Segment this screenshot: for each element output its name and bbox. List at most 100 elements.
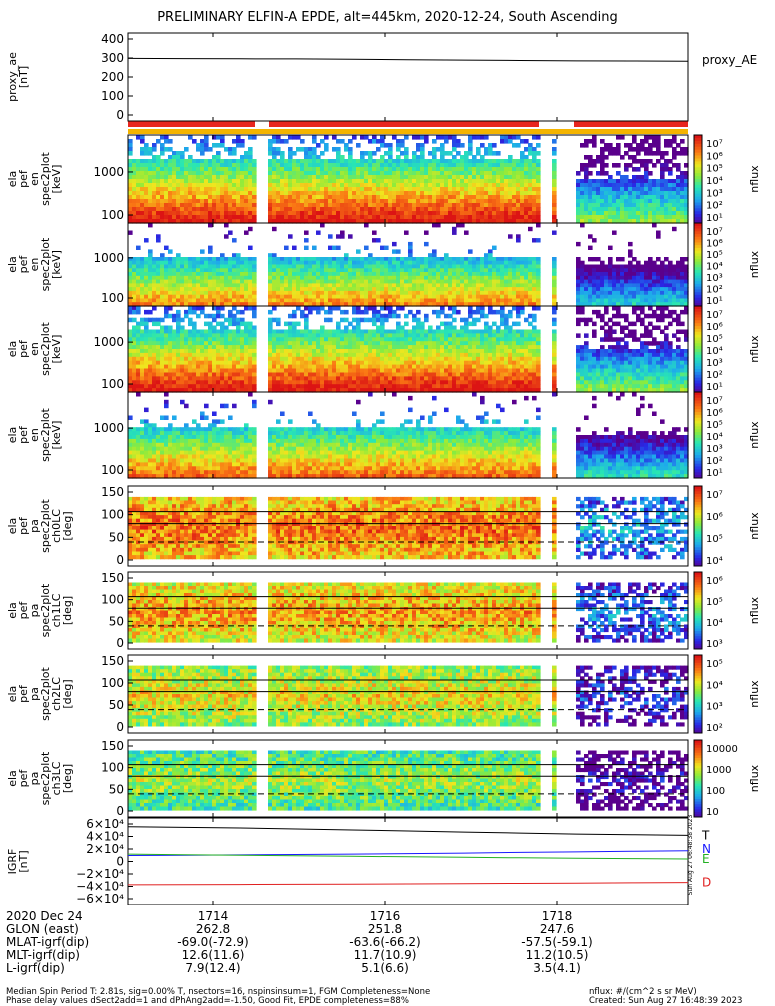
heatmap-cell [300, 372, 305, 377]
heatmap-cell [188, 195, 193, 200]
heatmap-cell [352, 298, 357, 303]
heatmap-cell [268, 207, 273, 212]
heatmap-cell [284, 183, 289, 188]
heatmap-cell [252, 283, 257, 288]
heatmap-cell [516, 211, 521, 216]
heatmap-cell [496, 260, 501, 266]
heatmap-cell [136, 360, 141, 366]
heatmap-cell [324, 345, 329, 350]
heatmap-cell [620, 135, 625, 140]
heatmap-cell [196, 368, 201, 373]
heatmap-cell [144, 167, 149, 172]
heatmap-cell [668, 215, 673, 220]
heatmap-cell [392, 302, 397, 307]
heatmap-cell [324, 283, 329, 288]
heatmap-cell [128, 207, 133, 212]
heatmap-cell [304, 341, 309, 346]
heatmap-cell [552, 203, 557, 208]
heatmap-cell [476, 215, 481, 220]
heatmap-cell [608, 294, 613, 300]
heatmap-cell [168, 195, 173, 200]
heatmap-cell [656, 302, 661, 307]
heatmap-cell [552, 163, 557, 168]
heatmap-cell [588, 155, 593, 160]
heatmap-cell [184, 211, 189, 216]
heatmap-cell [228, 147, 233, 152]
heatmap-cell [364, 264, 369, 269]
heatmap-cell [404, 155, 409, 160]
heatmap-cell [440, 203, 445, 208]
heatmap-cell [428, 287, 433, 292]
heatmap-cell [164, 384, 169, 389]
heatmap-cell [276, 380, 281, 385]
heatmap-cell [136, 175, 141, 180]
heatmap-cell [300, 349, 305, 354]
heatmap-cell [644, 283, 649, 288]
heatmap-cell [316, 309, 321, 315]
heatmap-cell [628, 211, 633, 216]
heatmap-cell [188, 356, 193, 362]
heatmap-cell [196, 175, 201, 180]
heatmap-cell [288, 195, 293, 200]
heatmap-cell [432, 283, 437, 288]
heatmap-cell [276, 179, 281, 184]
heatmap-cell [148, 283, 153, 288]
heatmap-cell [380, 257, 385, 262]
heatmap-cell [456, 257, 461, 262]
heatmap-cell [188, 283, 193, 288]
heatmap-cell [344, 211, 349, 216]
heatmap-cell [248, 191, 253, 196]
heatmap-cell [388, 283, 393, 288]
heatmap-cell [180, 294, 185, 300]
heatmap-cell [444, 302, 449, 307]
heatmap-cell [484, 167, 489, 172]
heatmap-cell [484, 187, 489, 192]
heatmap-cell [248, 135, 253, 140]
heatmap-cell [228, 345, 233, 350]
heatmap-cell [676, 264, 681, 269]
heatmap-cell [396, 143, 401, 148]
heatmap-cell [356, 187, 361, 192]
heatmap-cell [140, 179, 145, 184]
heatmap-cell [312, 151, 317, 156]
heatmap-cell [432, 167, 437, 172]
heatmap-cell [272, 171, 277, 176]
heatmap-cell [140, 329, 145, 334]
heatmap-cell [168, 325, 173, 330]
heatmap-cell [672, 290, 677, 296]
heatmap-cell [532, 167, 537, 172]
heatmap-cell [336, 219, 341, 224]
heatmap-cell [608, 279, 613, 284]
heatmap-cell [616, 290, 621, 296]
heatmap-cell [336, 298, 341, 303]
heatmap-cell [184, 199, 189, 204]
heatmap-cell [148, 294, 153, 300]
heatmap-cell [208, 372, 213, 377]
heatmap-cell [208, 352, 213, 358]
heatmap-cell [672, 275, 677, 281]
heatmap-cell [144, 384, 149, 389]
heatmap-cell [208, 329, 213, 334]
heatmap-cell [236, 219, 241, 224]
heatmap-cell [612, 215, 617, 220]
heatmap-cell [276, 302, 281, 307]
heatmap-cell [152, 360, 157, 366]
heatmap-cell [484, 219, 489, 224]
heatmap-cell [468, 151, 473, 156]
heatmap-cell [128, 388, 133, 393]
heatmap-cell [168, 215, 173, 220]
heatmap-cell [152, 260, 157, 266]
heatmap-cell [164, 260, 169, 266]
heatmap-cell [148, 215, 153, 220]
heatmap-cell [224, 360, 229, 366]
heatmap-cell [344, 253, 349, 258]
heatmap-cell [132, 287, 137, 292]
heatmap-cell [480, 294, 485, 300]
heatmap-cell [340, 275, 345, 281]
heatmap-cell [288, 388, 293, 393]
heatmap-cell [680, 187, 685, 192]
heatmap-cell [596, 159, 601, 164]
heatmap-cell [588, 294, 593, 300]
heatmap-cell [376, 238, 381, 243]
heatmap-cell [344, 298, 349, 303]
